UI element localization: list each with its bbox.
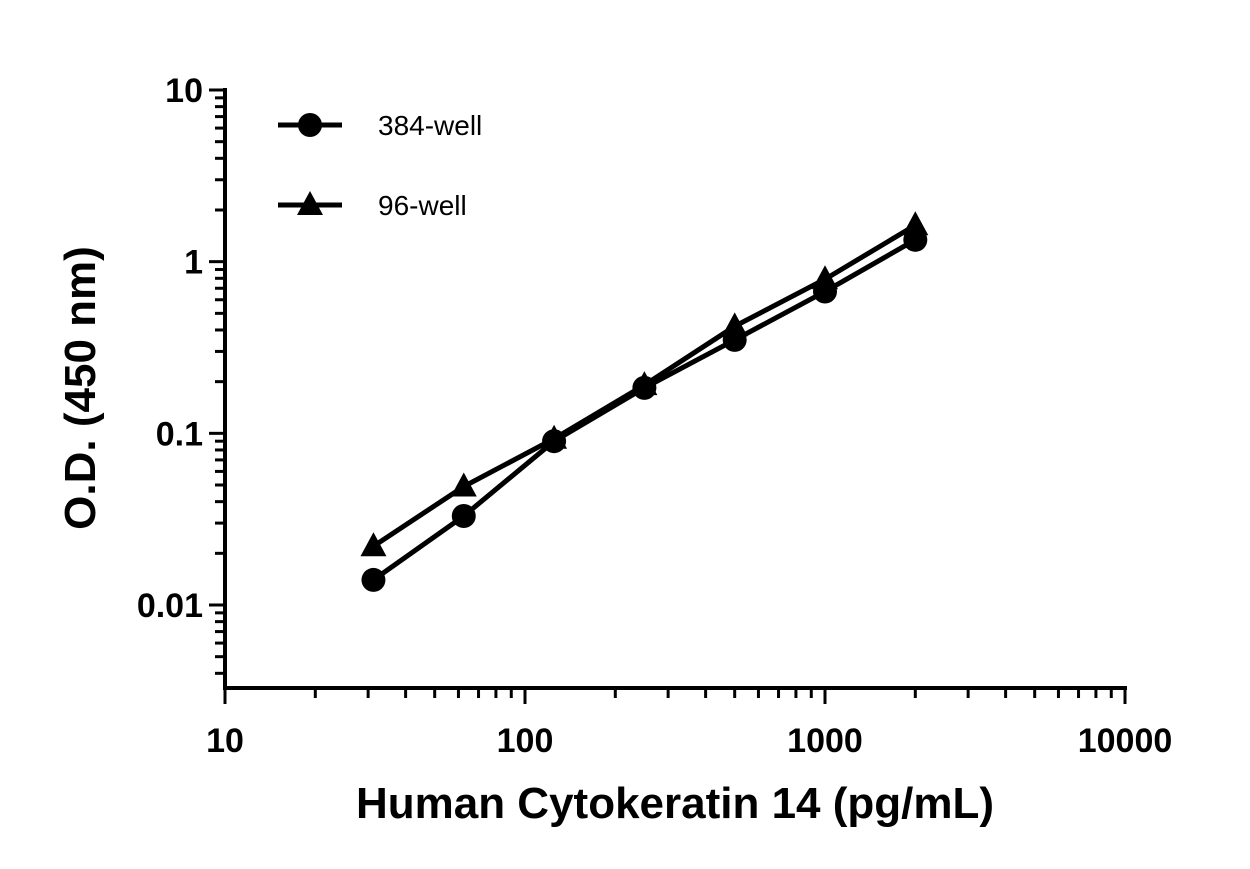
legend-item: 384-well [278,110,482,141]
y-tick-label: 0.1 [156,415,203,453]
x-axis-title: Human Cytokeratin 14 (pg/mL) [356,779,994,828]
triangle-marker [541,424,568,449]
series-96-well [360,211,929,557]
y-tick-label: 0.01 [137,587,203,625]
circle-marker [298,113,322,137]
triangle-marker [812,265,838,290]
circle-marker [451,503,476,528]
triangle-marker [721,312,748,337]
series-layer [360,211,929,592]
legend-item: 96-well [278,190,467,221]
y-tick-label: 10 [165,72,203,110]
triangle-marker [450,472,477,497]
legend-label: 96-well [378,190,467,221]
x-tick-label: 100 [497,722,554,760]
y-tick-label: 1 [184,244,203,282]
triangle-marker [297,191,323,215]
triangle-marker [631,371,658,396]
triangle-marker [360,532,387,557]
y-axis-title: O.D. (450 nm) [56,246,105,530]
x-tick-label: 1000 [787,722,863,760]
triangle-marker [902,211,929,236]
series-384-well [361,227,928,592]
axes: 10 100 1000 10000 0.01 0.1 1 10 [137,72,1172,760]
legend-label: 384-well [378,110,482,141]
x-tick-label: 10000 [1078,722,1173,760]
x-tick-label: 10 [206,722,244,760]
legend: 384-well 96-well [278,110,482,221]
circle-marker [361,567,386,592]
